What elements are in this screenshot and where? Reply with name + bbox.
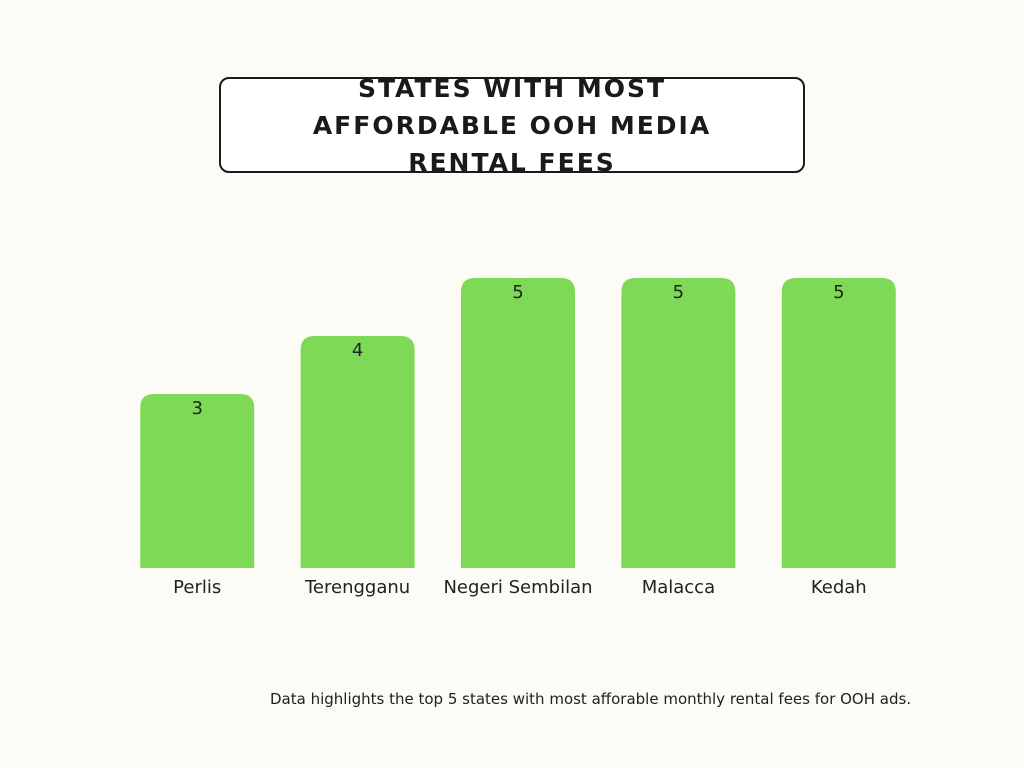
x-tick-label: Perlis (173, 577, 221, 598)
bar (140, 394, 255, 568)
bar (461, 278, 575, 568)
x-tick-label: Terengganu (304, 577, 410, 598)
x-tick-label: Negeri Sembilan (443, 577, 592, 598)
x-tick-label: Kedah (811, 577, 867, 598)
chart-title: STATES WITH MOST AFFORDABLE OOH MEDIA RE… (312, 73, 712, 177)
bar (621, 278, 736, 568)
data-label: 5 (833, 282, 844, 303)
data-label: 3 (191, 398, 202, 419)
footnote: Data highlights the top 5 states with mo… (270, 690, 912, 708)
data-label: 5 (512, 282, 523, 303)
title-box: STATES WITH MOST AFFORDABLE OOH MEDIA RE… (219, 74, 805, 177)
bar (781, 278, 896, 568)
data-label: 4 (352, 340, 363, 361)
data-label: 5 (673, 282, 684, 303)
x-tick-label: Malacca (642, 577, 715, 598)
bar (300, 336, 415, 568)
